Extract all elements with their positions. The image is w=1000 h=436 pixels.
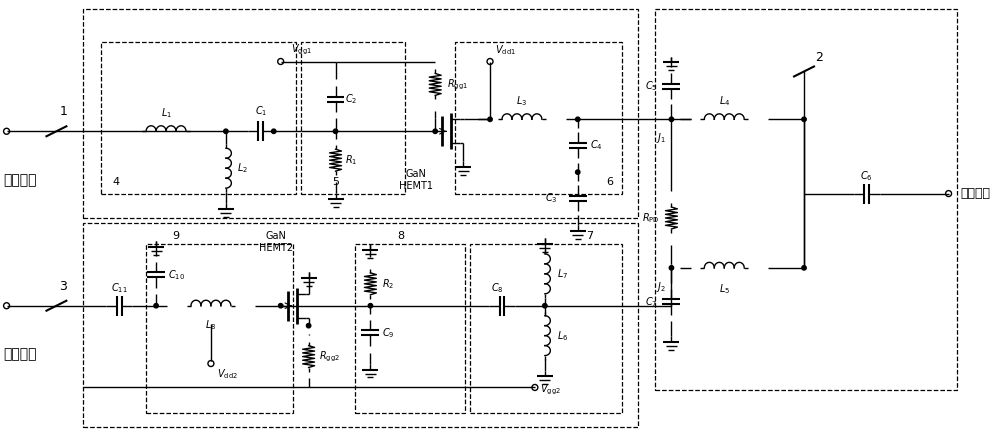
Text: $L_7$: $L_7$	[557, 267, 568, 281]
Text: GaN: GaN	[265, 231, 286, 241]
Text: $R_{\rm gg2}$: $R_{\rm gg2}$	[319, 349, 340, 364]
Text: $V_{\rm dd1}$: $V_{\rm dd1}$	[495, 43, 516, 57]
Text: 1: 1	[59, 106, 67, 118]
Text: 4: 4	[113, 177, 120, 187]
Text: $R_{\rm gg1}$: $R_{\rm gg1}$	[447, 77, 468, 92]
Text: 6: 6	[606, 177, 613, 187]
Text: $C_{10}$: $C_{10}$	[168, 268, 185, 282]
Text: $V_{\rm gg2}$: $V_{\rm gg2}$	[540, 382, 561, 397]
Text: 天线端口: 天线端口	[961, 187, 991, 200]
Circle shape	[543, 303, 547, 308]
Text: $C_7$: $C_7$	[645, 295, 657, 309]
Circle shape	[368, 303, 373, 308]
Text: $V_{\rm gg1}$: $V_{\rm gg1}$	[291, 42, 312, 57]
Text: $C_9$: $C_9$	[382, 326, 395, 340]
Circle shape	[802, 117, 806, 122]
Circle shape	[669, 117, 674, 122]
Circle shape	[333, 129, 338, 133]
Text: 3: 3	[59, 280, 67, 293]
Text: $C_{11}$: $C_{11}$	[111, 281, 128, 295]
Circle shape	[272, 129, 276, 133]
Text: $R_2$: $R_2$	[382, 277, 395, 291]
Circle shape	[576, 117, 580, 122]
Text: GaN: GaN	[406, 169, 427, 179]
Text: $L_4$: $L_4$	[719, 95, 730, 109]
Text: $C_4$: $C_4$	[590, 138, 602, 152]
Text: $J_1$: $J_1$	[656, 131, 667, 145]
Text: HEMT1: HEMT1	[399, 181, 433, 191]
Text: 5: 5	[332, 177, 339, 187]
Text: $L_2$: $L_2$	[237, 161, 248, 175]
Circle shape	[669, 266, 674, 270]
Circle shape	[576, 170, 580, 174]
Text: $V_{\rm dd2}$: $V_{\rm dd2}$	[217, 368, 238, 382]
Text: $C_3$: $C_3$	[545, 191, 558, 205]
Text: $R_{\rm PD}$: $R_{\rm PD}$	[642, 211, 659, 225]
Text: $L_3$: $L_3$	[516, 95, 528, 109]
Circle shape	[488, 117, 492, 122]
Text: 2: 2	[815, 51, 823, 65]
Circle shape	[802, 266, 806, 270]
Text: $L_6$: $L_6$	[557, 329, 568, 343]
Text: 接收端口: 接收端口	[4, 347, 37, 361]
Text: $R_1$: $R_1$	[345, 153, 358, 167]
Text: $C_6$: $C_6$	[860, 169, 873, 183]
Text: $C_5$: $C_5$	[645, 79, 657, 93]
Text: $L_1$: $L_1$	[161, 106, 172, 120]
Text: 8: 8	[397, 231, 404, 241]
Circle shape	[433, 129, 437, 133]
Circle shape	[279, 303, 283, 308]
Text: $L_8$: $L_8$	[205, 319, 217, 333]
Text: $J_2$: $J_2$	[656, 280, 667, 294]
Text: $L_5$: $L_5$	[719, 282, 730, 296]
Text: 7: 7	[586, 231, 593, 241]
Text: 9: 9	[172, 231, 180, 241]
Text: $C_8$: $C_8$	[491, 281, 503, 295]
Text: $C_1$: $C_1$	[255, 105, 267, 118]
Text: $C_2$: $C_2$	[345, 92, 358, 106]
Text: HEMT2: HEMT2	[259, 243, 293, 253]
Circle shape	[154, 303, 158, 308]
Text: 发射端口: 发射端口	[4, 173, 37, 187]
Circle shape	[224, 129, 228, 133]
Circle shape	[306, 324, 311, 328]
